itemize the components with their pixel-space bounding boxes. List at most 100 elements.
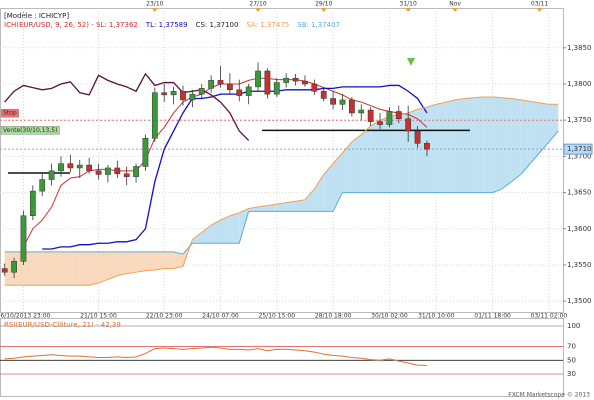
cloud-fill	[70, 251, 80, 286]
y-tick-label: 1,3800	[567, 80, 592, 88]
cloud-fill	[220, 215, 230, 244]
plot-frame	[0, 8, 564, 313]
order-box	[0, 108, 19, 118]
cloud-fill	[79, 251, 90, 286]
candle-body	[245, 86, 252, 96]
legend-item: ICH(EUR/USD, 9, 26, 52) - SL: 1,37362	[4, 21, 138, 29]
top-date-label: 31/10	[400, 1, 417, 8]
candle-body	[320, 90, 327, 99]
candle-body	[236, 89, 243, 96]
candle-body	[227, 83, 233, 91]
cloud-fill	[286, 201, 296, 212]
cloud-fill	[145, 251, 155, 271]
x-tick-label: 21/10 15:00	[80, 313, 117, 320]
candle-body	[58, 163, 64, 172]
cloud-fill	[304, 188, 315, 212]
rsi-frame	[0, 318, 564, 397]
top-date-label: 23/10	[146, 1, 163, 8]
line-senkou-a	[4, 96, 559, 286]
cloud-fill	[520, 99, 531, 175]
candle-body	[95, 170, 102, 175]
candle-body	[67, 163, 74, 169]
cloud-fill	[267, 204, 277, 212]
rsi-tick-label: 50	[567, 356, 576, 364]
candle-body	[217, 80, 224, 85]
line-kijun	[42, 84, 428, 250]
order-label: Stop	[3, 110, 17, 117]
date-marker	[405, 8, 412, 12]
cloud-fill	[51, 251, 61, 286]
candle-body	[20, 215, 27, 262]
candle-body	[29, 190, 36, 216]
cloud-fill	[126, 251, 137, 274]
candle-body	[377, 121, 383, 125]
x-tick-label: 01/11 18:00	[474, 313, 511, 320]
rsi-line	[4, 346, 427, 367]
order-box	[0, 126, 60, 135]
x-tick-label: 31/10 10:00	[418, 313, 455, 320]
candle-body	[189, 93, 196, 101]
top-date-label: Nov	[449, 1, 461, 8]
footer: FXCM Marketscope © 2013	[508, 392, 590, 399]
cloud-fill	[211, 220, 221, 244]
candle-body	[367, 109, 374, 122]
x-tick-label: 22/10 23:00	[146, 313, 183, 320]
candle-body	[86, 164, 93, 172]
cloud-fill	[351, 134, 362, 193]
cloud-fill	[60, 251, 71, 286]
candle-body	[311, 83, 318, 92]
cloud-fill	[370, 120, 381, 193]
rsi-tick-label: 30	[567, 370, 576, 378]
candle-body	[180, 90, 186, 101]
legend-item: SA: 1,37475	[246, 21, 289, 29]
candle-body	[76, 164, 83, 169]
y-tick-label: 1,3700	[567, 152, 592, 160]
y-tick-label: 1,3650	[567, 189, 592, 197]
y-tick-label: 1,3850	[567, 44, 592, 52]
cloud-fill	[98, 251, 108, 284]
cloud-fill	[380, 116, 390, 193]
y-tick-label: 1,3500	[567, 297, 592, 305]
cloud-fill	[295, 199, 305, 212]
top-date-label: 03/11	[531, 1, 548, 8]
candle-body	[142, 138, 149, 167]
last-price-box	[563, 143, 593, 155]
candle-body	[39, 179, 46, 192]
date-marker	[452, 8, 459, 12]
candle-body	[348, 99, 355, 114]
x-tick-label: 30/10 02:00	[371, 313, 408, 320]
date-marker	[151, 8, 158, 12]
candle-body	[208, 80, 215, 89]
candle-body	[386, 111, 393, 125]
rsi-label: RSI(EUR/USD-Clôture, 21) - 42,39	[4, 321, 121, 329]
legend-item: SB: 1,37407	[297, 21, 340, 29]
x-tick-label: 28/10 18:00	[315, 313, 352, 320]
signal-arrow	[407, 58, 415, 66]
candle-body	[123, 173, 130, 177]
candle-body	[255, 70, 261, 88]
cloud-fill	[42, 251, 52, 286]
candle-body	[1, 268, 8, 273]
cloud-fill	[32, 251, 43, 286]
candle-body	[114, 167, 121, 175]
cloud-fill	[173, 251, 183, 269]
cloud-fill	[483, 97, 493, 193]
cloud-fill	[398, 112, 409, 193]
candle-body	[133, 166, 139, 177]
cloud-fill	[464, 97, 474, 193]
cloud-fill	[117, 251, 127, 276]
cloud-fill	[276, 202, 287, 212]
candle-body	[161, 92, 168, 96]
rsi-tick-label: 70	[567, 343, 576, 351]
cloud-fill	[502, 97, 512, 189]
cloud-fill	[473, 97, 484, 193]
cloud-fill	[417, 107, 427, 193]
cloud-fill	[89, 251, 99, 286]
cloud-fill	[154, 251, 165, 271]
cloud-fill	[548, 104, 559, 142]
candle-body	[170, 90, 177, 96]
candle-body	[283, 77, 290, 83]
line-chikou	[4, 72, 250, 141]
cloud-fill	[539, 102, 549, 153]
